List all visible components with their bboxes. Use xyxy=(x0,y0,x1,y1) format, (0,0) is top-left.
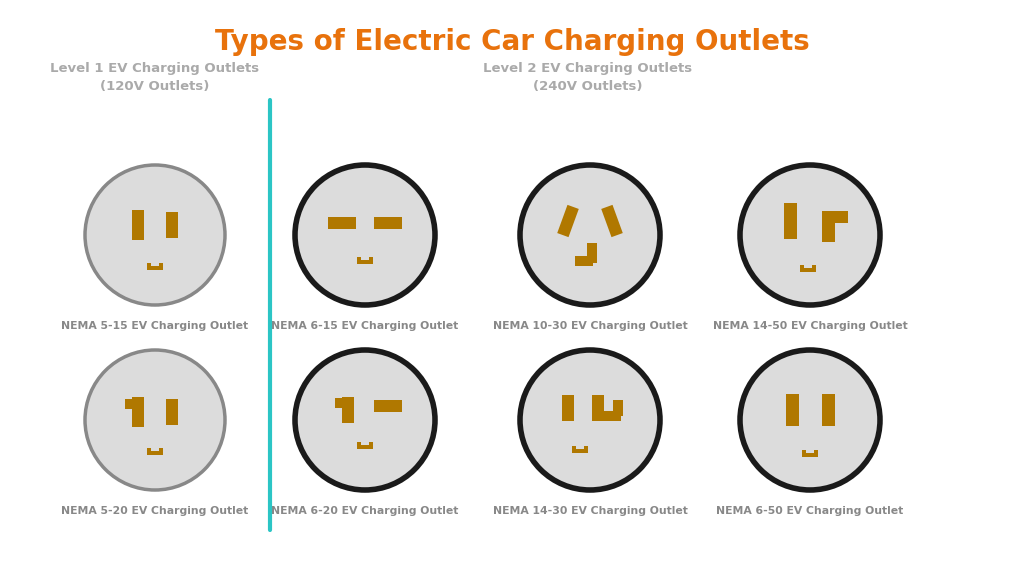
Circle shape xyxy=(520,350,660,490)
Bar xyxy=(166,212,178,238)
Bar xyxy=(584,446,588,453)
Bar xyxy=(357,442,361,449)
Bar xyxy=(613,400,623,416)
Bar xyxy=(800,268,816,272)
Bar xyxy=(575,256,593,266)
Bar xyxy=(572,446,575,453)
Bar xyxy=(147,448,151,455)
Bar xyxy=(562,395,574,421)
Bar xyxy=(369,442,373,449)
Text: Level 1 EV Charging Outlets: Level 1 EV Charging Outlets xyxy=(50,62,259,75)
Bar xyxy=(572,449,588,453)
Bar xyxy=(821,216,835,242)
Bar xyxy=(587,243,597,263)
Bar xyxy=(374,217,402,229)
Bar xyxy=(802,453,818,457)
Bar xyxy=(785,394,799,426)
Bar xyxy=(812,265,816,272)
Bar xyxy=(342,397,354,423)
Bar xyxy=(592,395,604,421)
Bar xyxy=(802,450,806,457)
Text: NEMA 10-30 EV Charging Outlet: NEMA 10-30 EV Charging Outlet xyxy=(493,321,687,331)
Bar xyxy=(335,398,347,408)
Bar xyxy=(357,257,361,264)
Circle shape xyxy=(740,350,880,490)
Bar xyxy=(369,257,373,264)
Circle shape xyxy=(740,165,880,305)
Text: Level 2 EV Charging Outlets: Level 2 EV Charging Outlets xyxy=(483,62,692,75)
Text: NEMA 14-50 EV Charging Outlet: NEMA 14-50 EV Charging Outlet xyxy=(713,321,907,331)
Bar xyxy=(132,397,144,427)
Text: NEMA 6-50 EV Charging Outlet: NEMA 6-50 EV Charging Outlet xyxy=(717,506,903,516)
Text: Types of Electric Car Charging Outlets: Types of Electric Car Charging Outlets xyxy=(215,28,809,56)
Bar xyxy=(125,399,137,409)
Bar xyxy=(159,448,163,455)
Bar xyxy=(357,260,373,264)
Circle shape xyxy=(85,165,225,305)
Circle shape xyxy=(85,350,225,490)
Circle shape xyxy=(520,165,660,305)
Bar xyxy=(147,451,163,455)
Circle shape xyxy=(295,350,435,490)
Text: NEMA 14-30 EV Charging Outlet: NEMA 14-30 EV Charging Outlet xyxy=(493,506,687,516)
Text: (240V Outlets): (240V Outlets) xyxy=(532,80,642,93)
Bar xyxy=(166,399,178,425)
Bar xyxy=(800,265,804,272)
Bar xyxy=(132,210,144,240)
Bar xyxy=(159,263,163,270)
Bar xyxy=(814,450,818,457)
Bar xyxy=(601,205,623,237)
Text: NEMA 5-20 EV Charging Outlet: NEMA 5-20 EV Charging Outlet xyxy=(61,506,249,516)
Bar xyxy=(783,203,797,239)
Bar xyxy=(328,217,356,229)
Bar xyxy=(374,400,402,412)
Circle shape xyxy=(295,165,435,305)
Bar xyxy=(557,205,579,237)
Text: (120V Outlets): (120V Outlets) xyxy=(100,80,210,93)
Bar xyxy=(357,445,373,449)
Bar xyxy=(147,266,163,270)
Text: NEMA 6-15 EV Charging Outlet: NEMA 6-15 EV Charging Outlet xyxy=(271,321,459,331)
Text: NEMA 6-20 EV Charging Outlet: NEMA 6-20 EV Charging Outlet xyxy=(271,506,459,516)
Bar xyxy=(147,263,151,270)
Bar xyxy=(821,394,835,426)
Bar xyxy=(822,211,848,223)
Text: NEMA 5-15 EV Charging Outlet: NEMA 5-15 EV Charging Outlet xyxy=(61,321,249,331)
Bar xyxy=(603,411,621,421)
